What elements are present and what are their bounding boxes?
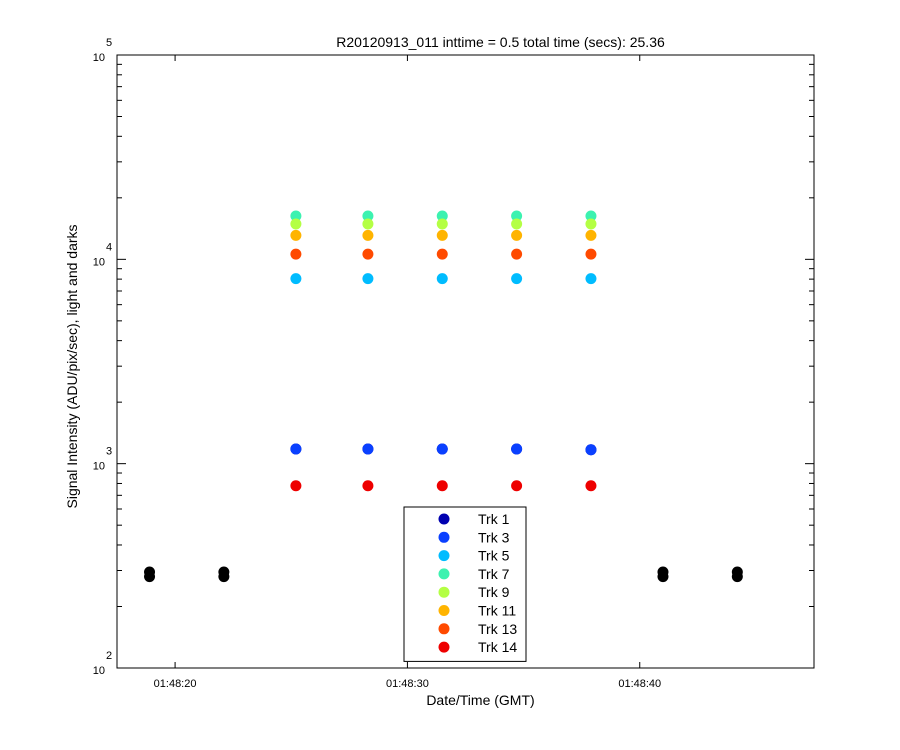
legend-marker [438, 641, 450, 653]
data-point [362, 218, 374, 230]
data-point [436, 273, 448, 285]
data-point [362, 210, 374, 222]
data-point [290, 229, 302, 241]
data-point [362, 229, 374, 241]
data-point [436, 218, 448, 230]
x-tick-label: 01:48:40 [618, 678, 661, 690]
data-point [436, 480, 448, 492]
y-tick-label: 10 [93, 461, 105, 473]
legend-marker [438, 550, 450, 562]
x-axis-label: Date/Time (GMT) [426, 692, 534, 708]
data-point [362, 248, 374, 260]
dark-point [731, 566, 743, 578]
data-point [290, 218, 302, 230]
legend-marker [438, 623, 450, 635]
data-point [585, 444, 597, 456]
y-tick-exponent: 4 [106, 241, 112, 253]
x-tick-label: 01:48:30 [386, 678, 429, 690]
data-point [290, 210, 302, 222]
data-point [585, 229, 597, 241]
plot-frame [116, 54, 815, 669]
data-point [511, 443, 523, 455]
legend-marker [438, 586, 450, 598]
x-tick-label: 01:48:20 [154, 678, 197, 690]
data-point [436, 443, 448, 455]
data-point [511, 480, 523, 492]
data-point [362, 480, 374, 492]
data-point [436, 229, 448, 241]
dark-point [657, 566, 669, 578]
legend-entry: Trk 14 [478, 639, 517, 655]
chart-title: R20120913_011 inttime = 0.5 total time (… [336, 34, 665, 50]
y-axis-label: Signal Intensity (ADU/pix/sec), light an… [64, 224, 80, 508]
data-point [290, 480, 302, 492]
data-point [511, 273, 523, 285]
y-tick-exponent: 2 [106, 650, 112, 662]
legend-entry: Trk 3 [478, 529, 510, 545]
legend-entry: Trk 13 [478, 621, 517, 637]
legend-entry: Trk 7 [478, 566, 510, 582]
data-point [290, 443, 302, 455]
dark-point [218, 566, 230, 578]
data-point [511, 229, 523, 241]
y-tick-label: 10 [93, 52, 105, 64]
legend-entry: Trk 9 [478, 584, 510, 600]
y-tick-exponent: 3 [106, 446, 112, 458]
data-point [436, 210, 448, 222]
data-point [511, 248, 523, 260]
data-point [511, 210, 523, 222]
data-point [362, 443, 374, 455]
data-point [585, 480, 597, 492]
legend-entry: Trk 11 [478, 603, 516, 619]
legend-marker [438, 605, 450, 616]
data-point [290, 273, 302, 285]
y-tick-label: 10 [93, 665, 105, 677]
dark-point [144, 566, 156, 578]
legend: Trk 1 Trk 3 Trk 5 Trk 7 Trk 9 Trk 11 Trk 13 Trk… [403, 506, 527, 662]
legend-marker [438, 513, 450, 525]
data-point [585, 218, 597, 230]
legend-entry: Trk 1 [478, 511, 510, 527]
y-tick-exponent: 5 [106, 37, 112, 49]
data-point [290, 248, 302, 260]
data-point [585, 248, 597, 260]
legend-marker [438, 568, 450, 580]
data-point [585, 210, 597, 222]
y-tick-label: 10 [93, 256, 105, 268]
data-point [436, 248, 448, 260]
legend-box [403, 506, 527, 662]
data-point [585, 273, 597, 285]
legend-marker [438, 531, 450, 543]
legend-entry: Trk 5 [478, 548, 510, 564]
data-point [511, 218, 523, 230]
data-point [362, 273, 374, 285]
